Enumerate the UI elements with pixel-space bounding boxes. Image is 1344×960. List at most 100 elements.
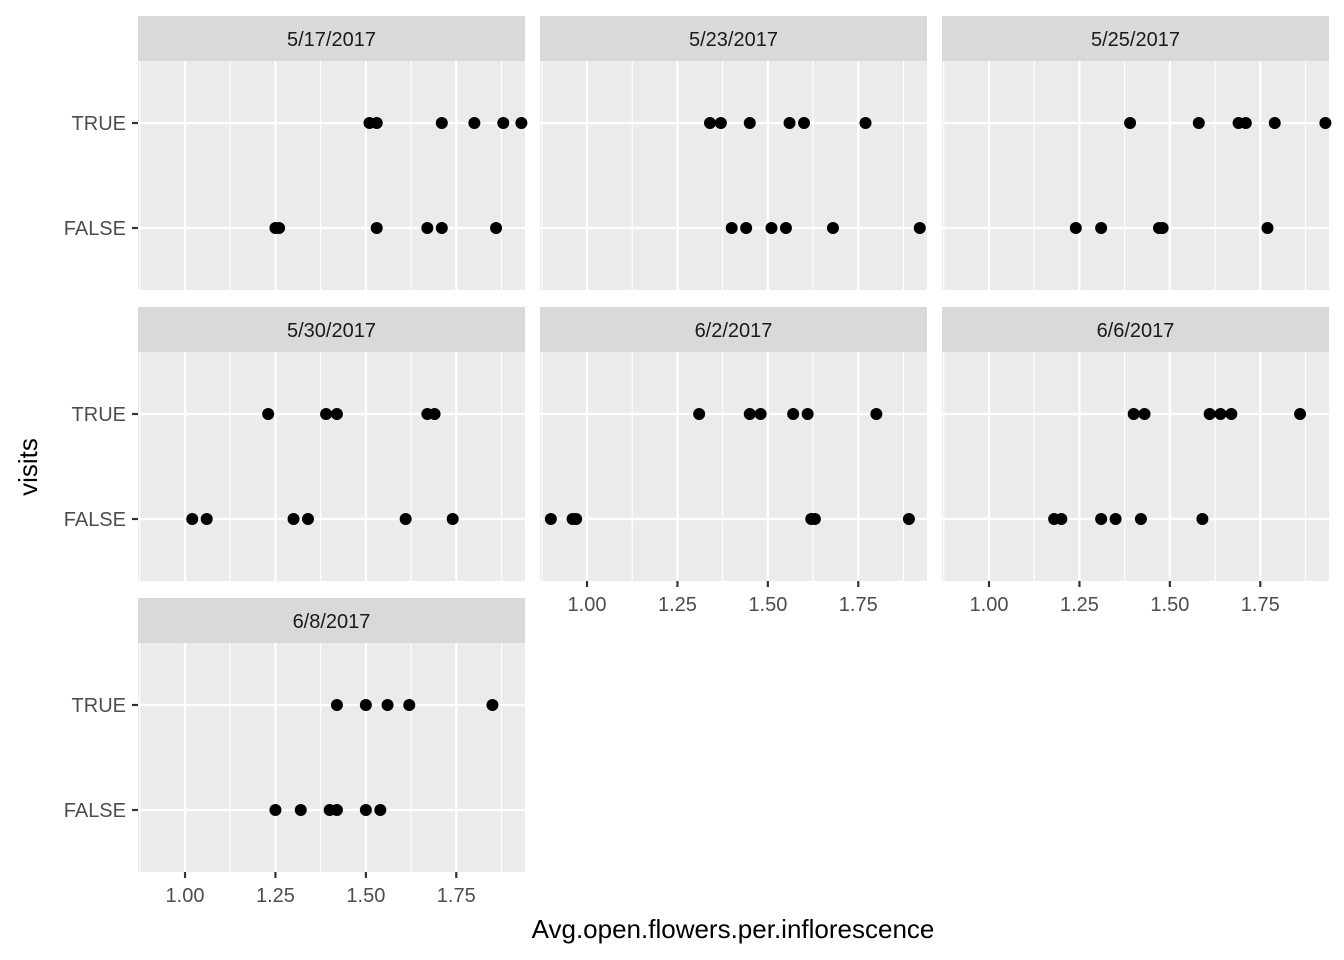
facet-panel: 6/6/2017 1.00 1.25 1.50 1.75: [942, 307, 1329, 616]
y-tick-label: FALSE: [64, 509, 126, 531]
plot-panel-background: [942, 61, 1329, 290]
data-point: [787, 408, 800, 420]
data-point: [902, 513, 915, 525]
facet-strip-label: 6/6/2017: [1097, 320, 1175, 342]
data-point: [913, 222, 926, 234]
facet-panel: 6/8/2017 FALSE TRUE 1.00 1.25 1.50 1.75: [64, 598, 525, 907]
data-point: [330, 804, 343, 816]
data-point: [783, 117, 796, 129]
data-point: [1124, 117, 1137, 129]
data-point: [801, 408, 814, 420]
facet-strip-label: 5/25/2017: [1091, 29, 1180, 51]
x-tick-label: 1.25: [256, 885, 295, 907]
data-point: [435, 222, 448, 234]
data-point: [740, 222, 753, 234]
data-point: [870, 408, 883, 420]
data-point: [1261, 222, 1274, 234]
facet-strip: [942, 307, 1329, 352]
facet-strip-label: 6/2/2017: [695, 320, 773, 342]
facet-strip: [138, 16, 525, 61]
data-point: [200, 513, 213, 525]
data-point: [703, 117, 716, 129]
plot-panel-background: [138, 643, 525, 872]
data-point: [859, 117, 872, 129]
data-point: [570, 513, 583, 525]
data-point: [468, 117, 481, 129]
data-point: [1239, 117, 1252, 129]
data-point: [1192, 117, 1205, 129]
data-point: [765, 222, 778, 234]
data-point: [320, 408, 333, 420]
data-point: [370, 117, 383, 129]
data-point: [1095, 513, 1108, 525]
x-tick-label: 1.00: [568, 594, 607, 616]
facet-strip-label: 5/23/2017: [689, 29, 778, 51]
facet-strip: [138, 307, 525, 352]
data-point: [330, 699, 343, 711]
data-point: [435, 117, 448, 129]
data-point: [754, 408, 767, 420]
y-tick-label: TRUE: [72, 113, 126, 135]
facet-strip-label: 5/30/2017: [287, 320, 376, 342]
data-point: [490, 222, 503, 234]
data-point: [1055, 513, 1068, 525]
data-point: [798, 117, 811, 129]
data-point: [1095, 222, 1108, 234]
data-point: [399, 513, 412, 525]
data-point: [446, 513, 459, 525]
data-point: [693, 408, 706, 420]
data-point: [359, 804, 372, 816]
data-point: [273, 222, 286, 234]
y-tick-label: FALSE: [64, 218, 126, 240]
facet-panel: 5/23/2017: [540, 16, 927, 290]
data-point: [743, 408, 756, 420]
plot-panel-background: [942, 352, 1329, 581]
data-point: [808, 513, 821, 525]
facet-panels: 5/17/2017 FALSE TRUE 5/23/2017 5/25/2017 5/30…: [64, 16, 1332, 907]
data-point: [403, 699, 416, 711]
data-point: [826, 222, 839, 234]
facet-strip: [942, 16, 1329, 61]
x-tick-label: 1.00: [970, 594, 1009, 616]
data-point: [294, 804, 307, 816]
x-tick-label: 1.75: [839, 594, 878, 616]
data-point: [486, 699, 499, 711]
data-point: [287, 513, 300, 525]
data-point: [428, 408, 441, 420]
data-point: [1203, 408, 1216, 420]
plot-panel-background: [540, 352, 927, 581]
facet-panel: 5/30/2017 FALSE TRUE: [64, 307, 525, 581]
facet-panel: 5/17/2017 FALSE TRUE: [64, 16, 528, 290]
facet-strip: [540, 16, 927, 61]
data-point: [1196, 513, 1209, 525]
x-tick-label: 1.50: [346, 885, 385, 907]
x-tick-label: 1.25: [658, 594, 697, 616]
facet-strip-label: 6/8/2017: [293, 611, 371, 633]
data-point: [262, 408, 275, 420]
data-point: [381, 699, 394, 711]
x-tick-label: 1.75: [1241, 594, 1280, 616]
y-tick-label: TRUE: [72, 404, 126, 426]
data-point: [330, 408, 343, 420]
facet-strip: [540, 307, 927, 352]
x-axis-title: Avg.open.flowers.per.inflorescence: [532, 914, 935, 944]
data-point: [421, 222, 434, 234]
data-point: [743, 117, 756, 129]
data-point: [497, 117, 510, 129]
data-point: [1127, 408, 1140, 420]
data-point: [725, 222, 738, 234]
facet-strip-label: 5/17/2017: [287, 29, 376, 51]
y-tick-label: FALSE: [64, 800, 126, 822]
data-point: [714, 117, 727, 129]
facet-panel: 6/2/2017 1.00 1.25 1.50 1.75: [540, 307, 927, 616]
y-axis-title: visits: [13, 438, 43, 496]
facet-strip: [138, 598, 525, 643]
x-tick-label: 1.50: [1150, 594, 1189, 616]
plot-panel-background: [138, 61, 525, 290]
data-point: [1156, 222, 1169, 234]
x-tick-label: 1.75: [437, 885, 476, 907]
data-point: [1069, 222, 1082, 234]
data-point: [1214, 408, 1227, 420]
